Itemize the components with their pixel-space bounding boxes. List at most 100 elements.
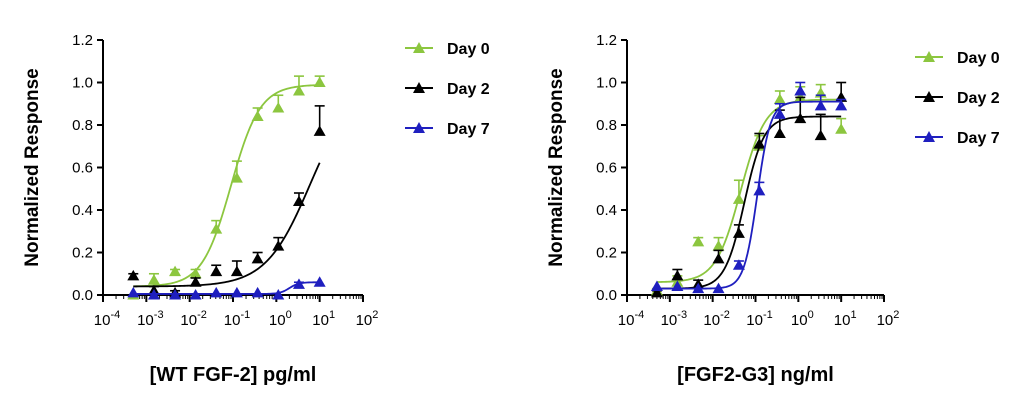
legend-marker (413, 42, 425, 53)
data-point (814, 99, 827, 111)
legend-label: Day 0 (447, 41, 490, 58)
data-point (712, 240, 725, 251)
x-axis-label: [FGF2-G3] ng/ml (677, 364, 834, 386)
data-point (650, 286, 663, 298)
data-point (127, 269, 140, 281)
data-point (732, 193, 745, 204)
data-point (794, 112, 807, 124)
y-axis-label: Normalized Response (546, 68, 567, 267)
x-tick-label: 10-1 (746, 309, 772, 329)
x-tick-label: 101 (834, 309, 857, 329)
x-tick-label: 102 (356, 309, 379, 329)
data-point (147, 274, 160, 285)
legend-label: Day 2 (447, 81, 490, 98)
data-point (835, 123, 848, 134)
y-tick-label: 0.2 (596, 245, 617, 262)
y-tick-label: 0.2 (72, 245, 93, 262)
x-tick-label: 10-4 (94, 309, 120, 329)
series-day-2 (127, 105, 326, 298)
y-tick-label: 1.0 (596, 75, 617, 92)
data-point (712, 282, 725, 294)
data-point (210, 286, 223, 298)
data-point (773, 127, 786, 138)
chart-right: 0.0 0.2 0.4 0.6 0.8 1.0 1.2 10-4 10-3 10-2 10-1 100… (546, 32, 1000, 386)
x-axis-label: [WT FGF-2] pg/ml (150, 364, 317, 386)
y-tick-label: 0.4 (72, 202, 93, 219)
data-point (313, 125, 326, 136)
data-point (692, 282, 705, 294)
data-point (251, 286, 264, 298)
fit-curve (656, 100, 842, 290)
x-tick-label: 10-2 (180, 309, 206, 329)
data-point (292, 278, 305, 289)
legend-marker (413, 122, 425, 133)
x-tick-label: 10-3 (137, 309, 163, 329)
data-point (189, 289, 202, 300)
data-point (230, 265, 243, 277)
x-tick-label: 10-1 (224, 309, 250, 329)
x-tick-label: 10-4 (618, 309, 644, 329)
data-point (313, 76, 326, 87)
data-point (230, 172, 243, 183)
data-point (272, 289, 285, 300)
series-day-0 (127, 75, 326, 300)
y-tick-label: 0.6 (72, 160, 93, 177)
y-tick-label: 0.8 (72, 117, 93, 134)
data-point (127, 286, 140, 298)
data-point (251, 110, 264, 121)
legend-marker (923, 91, 935, 102)
x-tick-label: 100 (791, 309, 814, 329)
data-point (147, 289, 160, 300)
x-tick-label: 101 (312, 309, 335, 329)
y-tick-label: 0.4 (596, 202, 617, 219)
data-point (753, 184, 766, 196)
data-point (814, 129, 827, 141)
fit-curve (656, 115, 842, 290)
data-point (210, 265, 223, 277)
series-day-7 (127, 276, 326, 300)
y-tick-label: 0.0 (596, 287, 617, 304)
x-tick-label: 100 (269, 309, 292, 329)
data-point (671, 280, 684, 291)
data-point (272, 240, 285, 251)
data-point (773, 108, 786, 119)
data-point (692, 235, 705, 247)
data-point (169, 265, 182, 277)
y-tick-label: 1.2 (72, 32, 93, 49)
x-tick-label: 10-2 (703, 309, 729, 329)
legend-label: Day 0 (957, 50, 1000, 67)
y-tick-label: 1.0 (72, 75, 93, 92)
data-point (230, 286, 243, 298)
data-point (272, 102, 285, 113)
fit-curve (133, 281, 320, 295)
series-day-7 (650, 81, 848, 294)
y-tick-label: 1.2 (596, 32, 617, 49)
y-axis-label: Normalized Response (22, 68, 43, 267)
data-point (313, 276, 326, 287)
data-point (794, 85, 807, 96)
chart-left: 0.0 0.2 0.4 0.6 0.8 1.0 1.2 10-4 10-3 10-2 10-1 100… (22, 32, 490, 386)
data-point (773, 93, 786, 104)
legend-marker (923, 131, 935, 142)
data-point (712, 252, 725, 264)
fit-curve (133, 162, 321, 288)
legend-label: Day 7 (447, 121, 490, 138)
y-tick-label: 0.0 (72, 287, 93, 304)
data-point (210, 223, 223, 234)
data-point (189, 276, 202, 287)
data-point (189, 267, 202, 279)
data-point (835, 99, 848, 111)
data-point (292, 195, 305, 206)
data-point (169, 289, 182, 300)
data-point (650, 280, 663, 291)
legend-label: Day 7 (957, 130, 1000, 147)
y-tick-label: 0.8 (596, 117, 617, 134)
legend-marker (923, 51, 935, 62)
series-day-2 (650, 81, 848, 298)
data-point (753, 138, 766, 149)
data-point (251, 252, 264, 264)
legend-marker (413, 82, 425, 93)
data-point (732, 259, 745, 270)
data-point (292, 85, 305, 96)
